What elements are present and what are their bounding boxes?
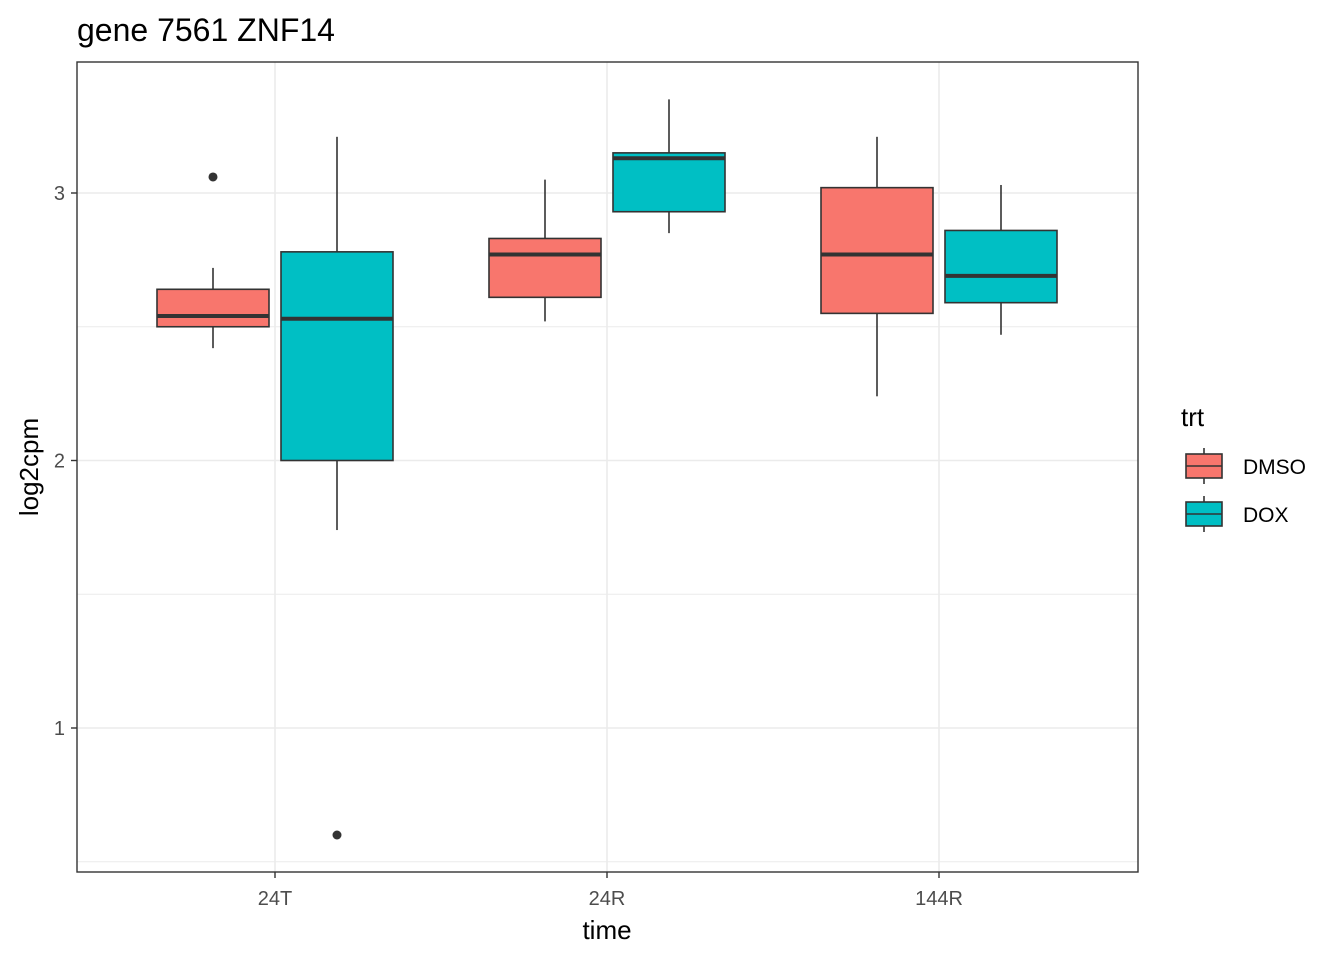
y-tick-label: 2 (54, 451, 65, 473)
legend-item-dox: DOX (1185, 496, 1289, 532)
box-body (944, 229, 1058, 304)
axis-layer: 1 2 3 24T 24R 144R (54, 183, 963, 910)
legend-title: trt (1181, 402, 1205, 432)
box-dmso-24t (156, 172, 270, 349)
box-dox-24t (280, 136, 394, 840)
box-body (820, 186, 934, 315)
chart-title: gene 7561 ZNF14 (77, 12, 335, 48)
y-tick-label: 1 (54, 718, 65, 740)
x-tick-label: 144R (915, 888, 963, 910)
box-dmso-24r (488, 179, 602, 322)
box-dox-24r (612, 99, 726, 234)
grid-layer (77, 62, 1138, 872)
x-axis-title: time (582, 915, 631, 945)
box-body (488, 237, 602, 299)
legend-label: DOX (1243, 504, 1289, 527)
legend-label: DMSO (1243, 456, 1306, 479)
box-body (156, 288, 270, 328)
x-tick-label: 24T (258, 888, 292, 910)
box-body (612, 152, 726, 213)
y-tick-label: 3 (54, 183, 65, 205)
box-body (280, 251, 394, 462)
legend-item-dmso: DMSO (1185, 448, 1306, 484)
legend: trt DMSO DOX (1181, 402, 1306, 532)
box-dmso-144r (820, 136, 934, 397)
y-axis-title: log2cpm (14, 418, 44, 516)
box-dox-144r (944, 184, 1058, 335)
x-tick-label: 24R (589, 888, 626, 910)
outlier-point (208, 172, 218, 182)
outlier-point (332, 830, 342, 840)
box-layer (156, 99, 1058, 840)
